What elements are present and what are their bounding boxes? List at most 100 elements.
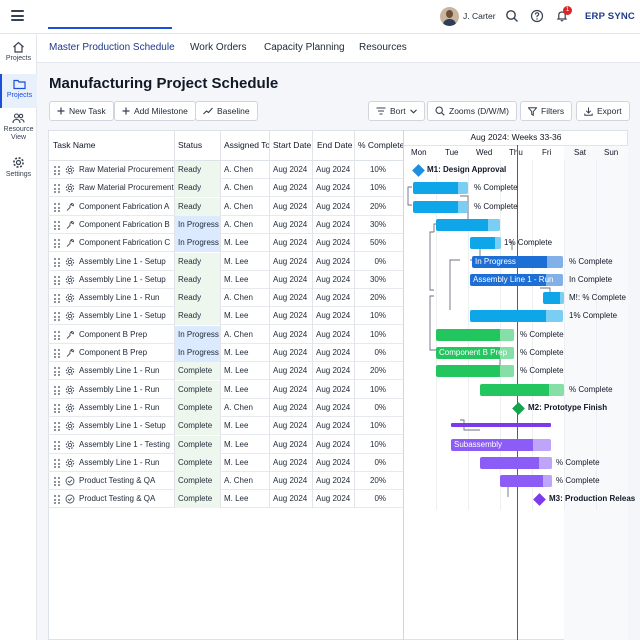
table-row[interactable]: Product Testing & QA Complete A. Chen Aug 2… [48,472,404,490]
column-header-assigned-to[interactable]: Assigned To [224,140,271,150]
column-header-start-date[interactable]: Start Date [273,140,312,150]
task-name-cell[interactable]: Assembly Line 1 - Testing [79,440,171,449]
task-name-cell[interactable]: Assembly Line 1 - Run [79,293,160,302]
gantt-bar[interactable] [436,365,514,377]
table-row[interactable]: Assembly Line 1 - Testing Complete M. Lee A… [48,436,404,454]
sidebar-item-settings[interactable]: Settings [0,156,37,186]
task-name-cell[interactable]: Component B Prep [79,348,148,357]
table-row[interactable]: Component Fabrication C In Progress M. Lee… [48,234,404,252]
filters-button[interactable]: Filters [520,101,573,121]
gantt-bar[interactable] [470,310,563,322]
tab-work-orders[interactable]: Work Orders [190,42,247,53]
task-name-cell[interactable]: Assembly Line 1 - Setup [79,257,166,266]
table-row[interactable]: Assembly Line 1 - Setup Ready M. Lee Aug 20… [48,271,404,289]
gantt-bar[interactable] [470,237,501,249]
table-row[interactable]: Component Fabrication A Ready A. Chen Aug 2… [48,198,404,216]
table-row[interactable]: Assembly Line 1 - Run Ready A. Chen Aug 202… [48,289,404,307]
tab-master-production-schedule[interactable]: Master Production Schedule [49,42,175,53]
drag-handle-icon[interactable] [54,221,60,230]
sort-button[interactable]: Bort [368,101,425,121]
task-name-cell[interactable]: Assembly Line 1 - Run [79,458,160,467]
drag-handle-icon[interactable] [54,331,60,340]
drag-handle-icon[interactable] [54,166,60,175]
gantt-bar[interactable]: Assembly Line 1 - Run [470,274,563,286]
drag-handle-icon[interactable] [54,239,60,248]
task-name-cell[interactable]: Raw Material Procurement [79,165,174,174]
drag-handle-icon[interactable] [54,258,60,267]
gantt-bar[interactable]: Subassembly [451,439,551,451]
drag-handle-icon[interactable] [54,386,60,395]
table-row[interactable]: Raw Material Procurement Ready A. Chen Aug … [48,179,404,197]
table-row[interactable]: Assembly Line 1 - Run Complete M. Lee Aug 2… [48,362,404,380]
table-row[interactable]: Assembly Line 1 - Setup Complete M. Lee Aug… [48,417,404,435]
search-icon[interactable] [505,9,519,23]
table-row[interactable]: Assembly Line 1 - Run Complete M. Lee Aug 2… [48,454,404,472]
user-name[interactable]: J. Carter [463,11,496,21]
drag-handle-icon[interactable] [54,422,60,431]
drag-handle-icon[interactable] [54,294,60,303]
task-name-cell[interactable]: Assembly Line 1 - Setup [79,311,166,320]
drag-handle-icon[interactable] [54,441,60,450]
table-row[interactable]: Component Fabrication B In Progress A. Che… [48,216,404,234]
table-row[interactable]: Assembly Line 1 - Setup Ready M. Lee Aug 20… [48,253,404,271]
drag-handle-icon[interactable] [54,404,60,413]
sidebar-item-resource-view[interactable]: Resource View [0,112,37,148]
column-header-status[interactable]: Status [178,140,203,150]
drag-handle-icon[interactable] [54,459,60,468]
gantt-bar[interactable] [500,475,552,487]
drag-handle-icon[interactable] [54,276,60,285]
table-row[interactable]: Component B Prep In Progress A. Chen Aug 20… [48,326,404,344]
task-name-cell[interactable]: Assembly Line 1 - Setup [79,275,166,284]
gantt-bar[interactable] [413,182,468,194]
avatar[interactable] [440,7,459,26]
table-row[interactable]: Assembly Line 1 - Run Complete M. Lee Aug 2… [48,381,404,399]
task-name-cell[interactable]: Assembly Line 1 - Setup [79,421,166,430]
task-name-cell[interactable]: Component Fabrication B [79,220,170,229]
drag-handle-icon[interactable] [54,203,60,212]
export-button[interactable]: Export [576,101,630,121]
table-row[interactable]: Component B Prep In Progress M. Lee Aug 202… [48,344,404,362]
table-row[interactable]: Raw Material Procurement Ready A. Chen Aug … [48,161,404,179]
column-header-percent-complete[interactable]: % Complete [358,140,405,150]
add-milestone-button[interactable]: Add Milestone [114,101,196,121]
drag-handle-icon[interactable] [54,184,60,193]
drag-handle-icon[interactable] [54,312,60,321]
column-header-end-date[interactable]: End Date [317,140,353,150]
gantt-bar[interactable] [543,292,564,304]
table-row[interactable]: Assembly Line 1 - Setup Ready M. Lee Aug 20… [48,307,404,325]
sidebar-item-projects[interactable]: Projects [0,74,37,108]
notification-badge: 1 [563,6,572,15]
drag-handle-icon[interactable] [54,349,60,358]
task-name-cell[interactable]: Product Testing & QA [79,476,156,485]
task-name-cell[interactable]: Assembly Line 1 - Run [79,403,160,412]
tab-resources[interactable]: Resources [359,42,407,53]
task-name-cell[interactable]: Component Fabrication A [79,202,170,211]
drag-handle-icon[interactable] [54,367,60,376]
new-task-button[interactable]: New Task [49,101,114,121]
table-row[interactable]: Assembly Line 1 - Run Complete A. Chen Aug … [48,399,404,417]
task-name-cell[interactable]: Product Testing & QA [79,494,156,503]
task-name-cell[interactable]: Component Fabrication C [79,238,171,247]
gantt-bar[interactable] [436,219,500,231]
gantt-bar[interactable]: In Progress [472,256,563,268]
menu-icon[interactable] [11,10,24,21]
zoom-button[interactable]: Zooms (D/W/M) [427,101,517,121]
task-name-cell[interactable]: Raw Material Procurement [79,183,174,192]
gantt-bar[interactable] [413,201,468,213]
gantt-bar[interactable] [480,457,552,469]
task-name-cell[interactable]: Assembly Line 1 - Run [79,366,160,375]
gantt-bar[interactable] [436,329,514,341]
gantt-bar[interactable]: Component B Prep [436,347,514,359]
drag-handle-icon[interactable] [54,477,60,486]
help-icon[interactable] [530,9,544,23]
tab-capacity-planning[interactable]: Capacity Planning [264,42,345,53]
baseline-button[interactable]: Baseline [195,101,258,121]
task-name-cell[interactable]: Assembly Line 1 - Run [79,385,160,394]
table-row[interactable]: Product Testing & QA Complete M. Lee Aug 20… [48,490,404,508]
drag-handle-icon[interactable] [54,495,60,504]
bell-icon[interactable] [555,9,569,23]
column-header-task-name[interactable]: Task Name [53,140,96,150]
task-name-cell[interactable]: Component B Prep [79,330,148,339]
sidebar-item-projects-home[interactable]: Projects [0,41,37,71]
gantt-bar[interactable] [480,384,564,396]
